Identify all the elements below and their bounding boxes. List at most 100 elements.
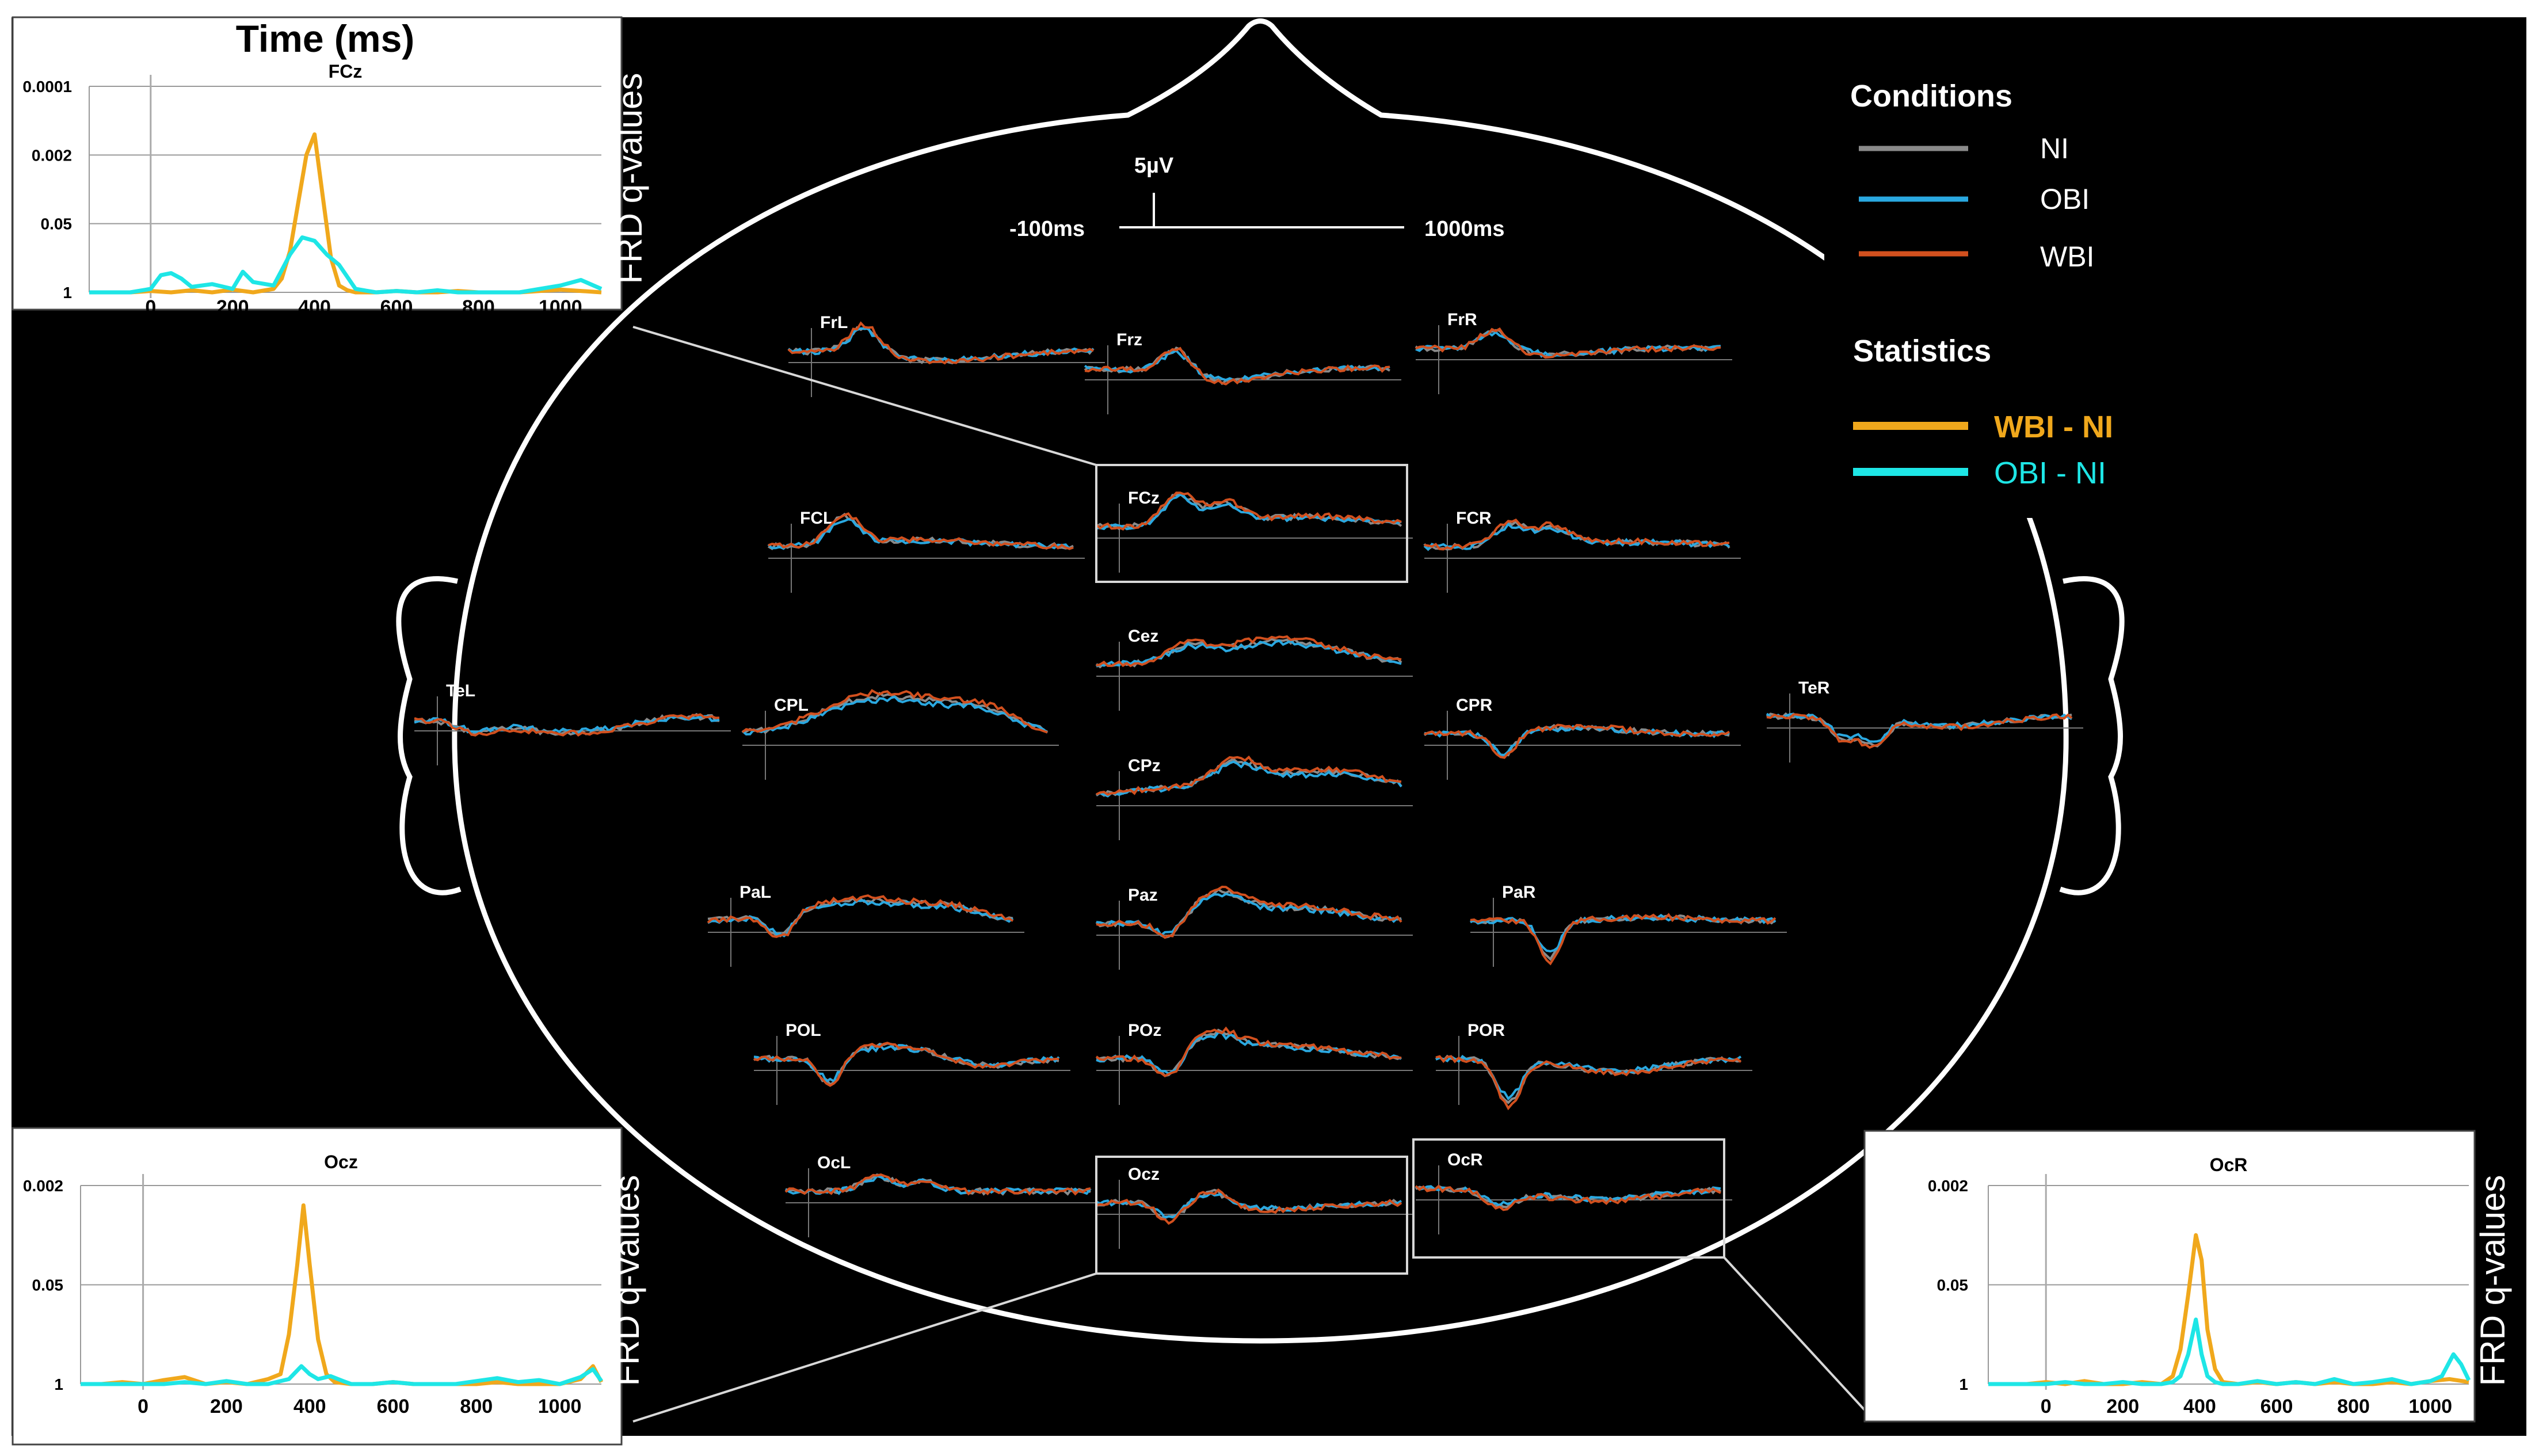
electrode-label: Frz	[1116, 330, 1142, 349]
trace-wbi	[787, 321, 1094, 365]
electrode-frz: Frz	[1084, 330, 1401, 414]
inset-ytick-label: 0.05	[1937, 1276, 1969, 1294]
trace-wbi	[753, 1042, 1059, 1087]
electrode-label: PaL	[739, 883, 771, 902]
trace-wbi	[741, 689, 1048, 734]
inset-fcz: 0.0001 0.002 0.05 1 0 200 400 600 800 1000 FCz	[12, 16, 623, 318]
legend-label-wbi-ni: WBI - NI	[1994, 410, 2113, 444]
head-outline	[396, 18, 2125, 1344]
inset-xtick-label: 0	[138, 1396, 148, 1417]
electrode-label: Cez	[1128, 627, 1158, 646]
inset-ocr: 0.002 0.05 1 0 200 400 600 800 1000 OcR	[1863, 1130, 2476, 1423]
trace-obi	[1096, 1031, 1402, 1075]
electrode-cpl: CPL	[741, 689, 1059, 780]
electrode-label: CPR	[1456, 696, 1493, 715]
trace-wbi	[1415, 1184, 1721, 1211]
left-ear	[396, 576, 462, 895]
inset-xtick-label: 0	[145, 296, 156, 318]
scale-bar-start: -100ms	[1009, 217, 1085, 241]
scale-bar-end: 1000ms	[1424, 217, 1504, 241]
electrode-grid: FrL Frz FrR FCL FCz FCR TeL CPL Cez CPz CPR TeR PaL P…	[414, 310, 2083, 1249]
inset-xtick-label: 200	[216, 296, 249, 318]
inset-xtick-label: 400	[298, 296, 331, 318]
inset-ocz: 0.002 0.05 1 0 200 400 600 800 1000 Ocz	[12, 1127, 623, 1446]
electrode-pol: POL	[753, 1021, 1070, 1105]
electrode-frr: FrR	[1415, 310, 1732, 394]
inset-ytick-label: 0.002	[32, 146, 72, 164]
electrode-cez: Cez	[1095, 627, 1413, 711]
inset-ytick-label: 1	[63, 284, 72, 302]
inset-xtick-label: 600	[377, 1396, 410, 1417]
inset-ocz-ylabel: FRD q-values	[608, 1175, 646, 1386]
electrode-poz: POz	[1095, 1021, 1413, 1105]
trace-wbi	[1095, 491, 1402, 531]
legend-mask	[1824, 63, 2060, 518]
electrode-label: TeL	[446, 681, 475, 700]
electrode-fcl: FCL	[767, 509, 1085, 593]
electrode-label: CPL	[774, 696, 809, 715]
trace-obi	[784, 1175, 1092, 1196]
inset-title: FCz	[329, 61, 363, 82]
electrode-tel: TeL	[414, 681, 731, 765]
electrode-label: FCL	[800, 509, 833, 528]
right-ear	[2059, 576, 2125, 895]
electrode-label: Paz	[1128, 886, 1158, 905]
inset-xtick-label: 200	[210, 1396, 243, 1417]
electrode-pal: PaL	[707, 883, 1024, 967]
inset-xtick-label: 600	[380, 296, 413, 318]
electrode-label: POL	[786, 1021, 821, 1040]
inset-ytick-label: 0.05	[41, 215, 73, 233]
electrode-label: FCR	[1456, 509, 1492, 528]
electrode-label: POz	[1128, 1021, 1161, 1040]
connector-ocz	[632, 1272, 1097, 1423]
inset-ytick-label: 1	[1959, 1375, 1968, 1393]
inset-background	[12, 1127, 623, 1446]
frame-fcz	[1095, 464, 1408, 583]
head-crown	[452, 18, 2069, 1344]
legend-conditions-title: Conditions	[1850, 79, 2012, 113]
trace-wbi	[1096, 635, 1402, 668]
inset-xtick-label: 0	[2041, 1396, 2052, 1417]
inset-ytick-label: 1	[54, 1375, 63, 1393]
electrode-cpz: CPz	[1095, 755, 1413, 840]
electrode-label: FCz	[1128, 489, 1160, 508]
electrode-ocz: Ocz	[1096, 1165, 1413, 1249]
inset-title: OcR	[2210, 1154, 2248, 1175]
trace-wbi	[1084, 346, 1390, 386]
electrode-label: Ocz	[1128, 1165, 1160, 1184]
trace-wbi	[1096, 885, 1402, 939]
trace-wbi	[1096, 755, 1402, 796]
inset-fcz-xlabel: Time (ms)	[236, 17, 415, 60]
electrode-ter: TeR	[1766, 679, 2083, 763]
inset-ocr-xlabel: Time (ms)	[2094, 1085, 2263, 1127]
legend-label-obi: OBI	[2040, 183, 2090, 215]
electrode-label: POR	[1467, 1021, 1505, 1040]
electrode-paz: Paz	[1095, 885, 1413, 970]
inset-ocr-ylabel: FRD q-values	[2473, 1175, 2512, 1386]
frame-ocz	[1095, 1156, 1408, 1275]
scale-bar: 5µV -100ms 1000ms	[1009, 154, 1504, 241]
electrode-cpr: CPR	[1423, 696, 1741, 780]
trace-wbi	[1424, 518, 1730, 551]
trace-wbi	[414, 713, 720, 737]
inset-ocz-xlabel: Time (ms)	[226, 1082, 396, 1125]
legend-label-ni: NI	[2040, 132, 2069, 165]
electrode-fcr: FCR	[1423, 509, 1741, 593]
legend: Conditions NI OBI WBI Statistics WBI - N…	[1850, 79, 2113, 490]
electrode-label: TeR	[1798, 679, 1830, 697]
electrode-label: FrR	[1447, 310, 1477, 329]
inset-ytick-label: 0.05	[32, 1276, 64, 1294]
inset-ytick-label: 0.002	[23, 1177, 63, 1195]
inset-xtick-label: 400	[293, 1396, 326, 1417]
trace-wbi	[707, 894, 1014, 938]
electrode-label: OcL	[817, 1153, 851, 1172]
inset-series-obi-ni	[1988, 1317, 2471, 1386]
inset-xtick-label: 800	[462, 296, 495, 318]
trace-wbi	[768, 512, 1074, 550]
trace-wbi	[1415, 327, 1721, 359]
inset-xtick-label: 800	[2337, 1396, 2370, 1417]
electrode-par: PaR	[1470, 883, 1787, 967]
inset-xtick-label: 1000	[538, 1396, 582, 1417]
trace-wbi	[1435, 1055, 1742, 1111]
